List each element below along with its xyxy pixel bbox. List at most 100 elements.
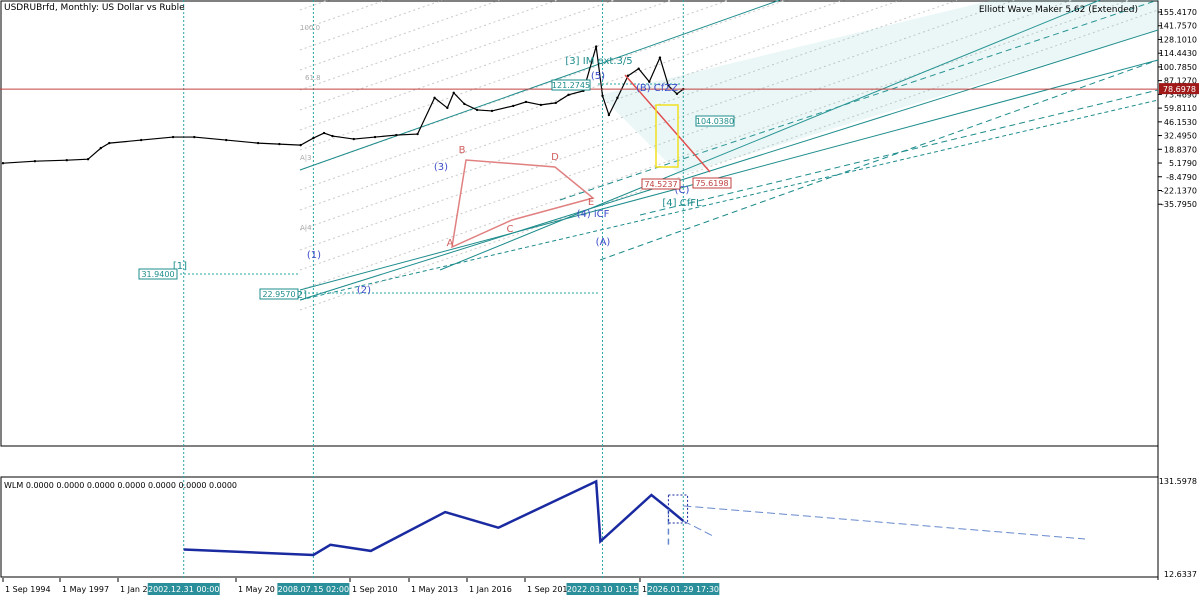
price-point	[193, 135, 196, 139]
x-highlight-label: 2002.12.31 00:00	[148, 585, 219, 594]
price-point	[452, 91, 455, 95]
channel-line	[299, 29, 1159, 301]
wave-label: (3)	[434, 162, 448, 173]
price-point	[171, 135, 175, 139]
y-tick-label: -22.1370	[1161, 186, 1197, 195]
fib-projection-lines: 100.0 61.8 A|3 A|4	[299, 0, 1159, 311]
x-tick-label: 1 Sep 1994	[5, 585, 51, 594]
price-point	[322, 131, 326, 135]
fib-projection-line	[299, 0, 502, 71]
fib-label: A|4	[300, 224, 312, 232]
level-box-label: 104.0380	[696, 117, 734, 126]
level-box-label: 75.6198	[695, 179, 728, 188]
price-point	[99, 146, 102, 150]
price-point	[626, 74, 630, 77]
price-point	[65, 158, 68, 162]
fib-label: A|3	[300, 154, 312, 162]
wlm-projection-line	[683, 520, 716, 538]
fib-projection-line	[299, 0, 559, 91]
y-tick-label: 128.1010	[1159, 35, 1197, 44]
x-highlight-label: 2026.01.29 17:30	[648, 585, 719, 594]
wlm-zone-box	[667, 494, 689, 524]
channel-band	[600, 0, 1158, 175]
price-point	[299, 143, 302, 147]
wlm-tick-label: 131.5978	[1159, 477, 1197, 486]
wave-label: (C)	[675, 185, 690, 196]
price-point	[446, 106, 449, 110]
fib-projection-line	[299, 0, 960, 231]
price-point	[86, 157, 90, 161]
x-tick-label: 1 Sep 2010	[352, 585, 398, 594]
wave-label: C	[507, 224, 514, 235]
x-highlight-box	[647, 583, 720, 595]
price-point	[607, 113, 611, 117]
level-box-label: 121.2745	[552, 81, 590, 90]
wave-label: B	[459, 145, 466, 156]
channel-line	[599, 59, 1159, 261]
y-tick-label: 73.4690	[1164, 90, 1197, 99]
indicator-panel-frame	[0, 476, 1159, 578]
level-box	[551, 79, 591, 91]
indicator-label: WLM 0.0000 0.0000 0.0000 0.0000 0.0000 0…	[4, 481, 237, 490]
yellow-zone-box	[655, 104, 679, 168]
y-tick-label: -35.7950	[1161, 200, 1197, 209]
price-point	[512, 104, 515, 108]
price-point	[675, 92, 679, 96]
price-point	[108, 141, 111, 145]
wave-label: [1]	[173, 261, 187, 272]
price-point	[139, 138, 143, 142]
price-axis: 155.4170 141.7570 128.1010 114.4430 100.7850…	[1158, 8, 1199, 579]
price-point	[667, 84, 670, 88]
x-tick-label: 1	[642, 585, 647, 594]
fib-projection-line	[299, 0, 903, 211]
channel-line	[439, 0, 1101, 271]
current-price-label: 78.6978	[1163, 85, 1196, 94]
wlm-line	[183, 479, 685, 557]
level-box-label: 31.9400	[141, 270, 174, 279]
fib-projection-line	[299, 0, 1017, 251]
level-box	[138, 268, 178, 280]
channel-line	[639, 89, 1159, 216]
elliott-channels	[299, 0, 1159, 301]
fib-projection-line	[299, 0, 1074, 271]
triangle-pattern	[451, 159, 595, 249]
level-box	[692, 177, 732, 189]
wave-label: [4] CfFL	[662, 198, 702, 209]
wave-label: (A)	[596, 237, 611, 248]
price-point	[567, 93, 570, 97]
price-point	[616, 96, 619, 100]
wave-label: D	[551, 152, 559, 163]
price-point	[352, 137, 355, 141]
wave-label: (5)	[591, 71, 605, 82]
wave-label: (2)	[357, 285, 371, 296]
y-tick-label: 46.1530	[1164, 118, 1197, 127]
price-point	[312, 136, 315, 140]
x-highlight-label: 2022.03.10 10:15	[567, 585, 638, 594]
price-point	[225, 138, 228, 142]
level-box	[695, 115, 735, 127]
price-point	[637, 67, 640, 70]
current-price-box	[1159, 83, 1199, 95]
level-box	[641, 178, 681, 190]
price-point	[1, 162, 5, 165]
red-projection-line	[624, 74, 711, 173]
x-tick-label: 1 May 20	[238, 585, 275, 594]
x-highlight-box	[147, 583, 220, 595]
y-tick-label: 32.4950	[1164, 132, 1197, 141]
channel-line	[299, 59, 1159, 291]
x-highlight-label: 2008.07.15 02:00	[278, 585, 349, 594]
price-point	[490, 109, 494, 113]
y-tick-label: -8.4790	[1166, 173, 1197, 182]
time-axis: 1 Sep 1994 1 May 1997 1 Jan 2 1 May 20 1 Sep…	[2, 578, 720, 595]
price-point	[475, 108, 479, 112]
price-point	[433, 96, 436, 100]
fib-projection-line	[299, 0, 845, 191]
x-tick-label: 1 Jan 2	[120, 585, 148, 594]
wave-label: (4) iCF	[577, 209, 610, 220]
wlm-projection-line	[683, 505, 1086, 540]
x-tick-label: 1 Sep 2018	[527, 585, 573, 594]
y-tick-label: 155.4170	[1159, 8, 1197, 17]
level-box	[259, 288, 299, 300]
price-point	[554, 101, 557, 105]
